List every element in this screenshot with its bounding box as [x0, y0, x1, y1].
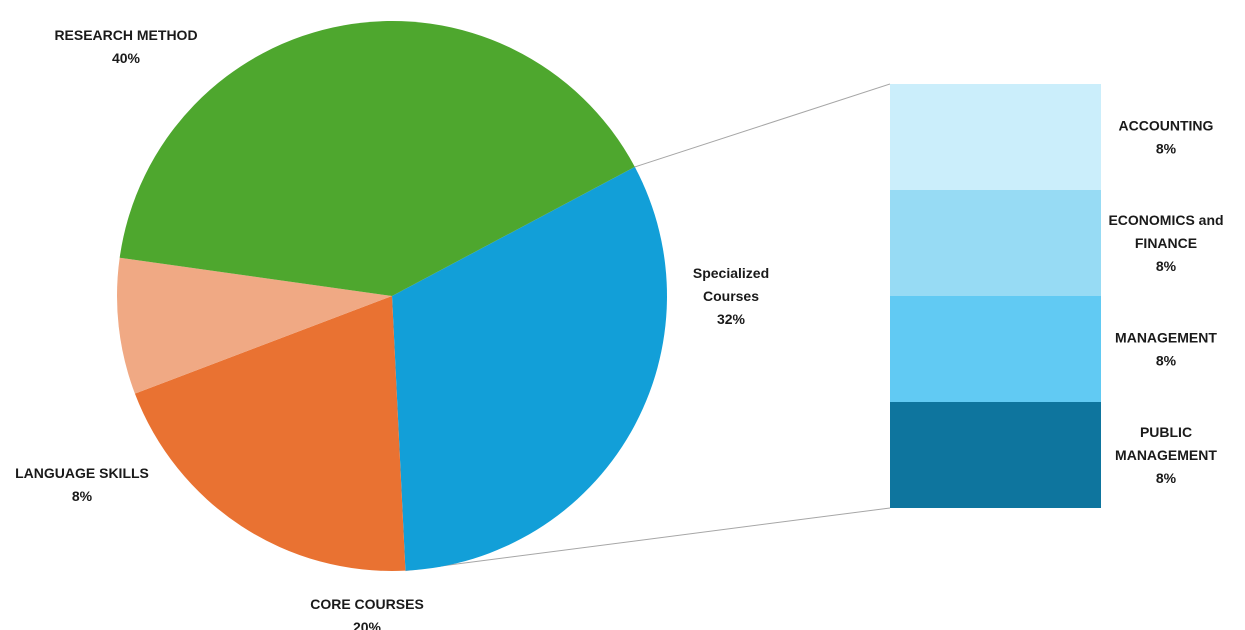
- pie: [117, 21, 667, 571]
- pie-slice-core-courses: [134, 296, 406, 571]
- connector-line-bottom: [405, 507, 891, 572]
- bar-label-public-management: PUBLIC MANAGEMENT 8%: [1115, 424, 1217, 486]
- bar-label-economics-and-finance: ECONOMICS and FINANCE 8%: [1108, 212, 1223, 274]
- data-labels: Specialized Courses 32% CORE COURSES 20% LANG…: [15, 27, 1223, 630]
- pie-label-research-method: RESEARCH METHOD 40%: [54, 27, 197, 66]
- bar-segment-public-management: [890, 402, 1101, 508]
- pie-slice-specialized-courses: [392, 166, 667, 571]
- pie-label-specialized-courses: Specialized Courses 32%: [693, 265, 769, 327]
- pie-label-core-courses: CORE COURSES 20%: [310, 596, 424, 630]
- bar-segment-economics-and-finance: [890, 190, 1101, 296]
- connector-lines: [405, 83, 891, 572]
- bar-segment-accounting: [890, 84, 1101, 190]
- bar-segment-management: [890, 296, 1101, 402]
- secondary-bar: [890, 84, 1101, 508]
- bar-label-management: MANAGEMENT 8%: [1115, 330, 1217, 369]
- pie-label-language-skills: LANGUAGE SKILLS 8%: [15, 465, 149, 504]
- pie-slice-language-skills: [117, 257, 393, 394]
- bar-label-accounting: ACCOUNTING 8%: [1119, 118, 1214, 157]
- pie-slice-research-method: [119, 21, 635, 297]
- connector-line-top: [634, 83, 891, 168]
